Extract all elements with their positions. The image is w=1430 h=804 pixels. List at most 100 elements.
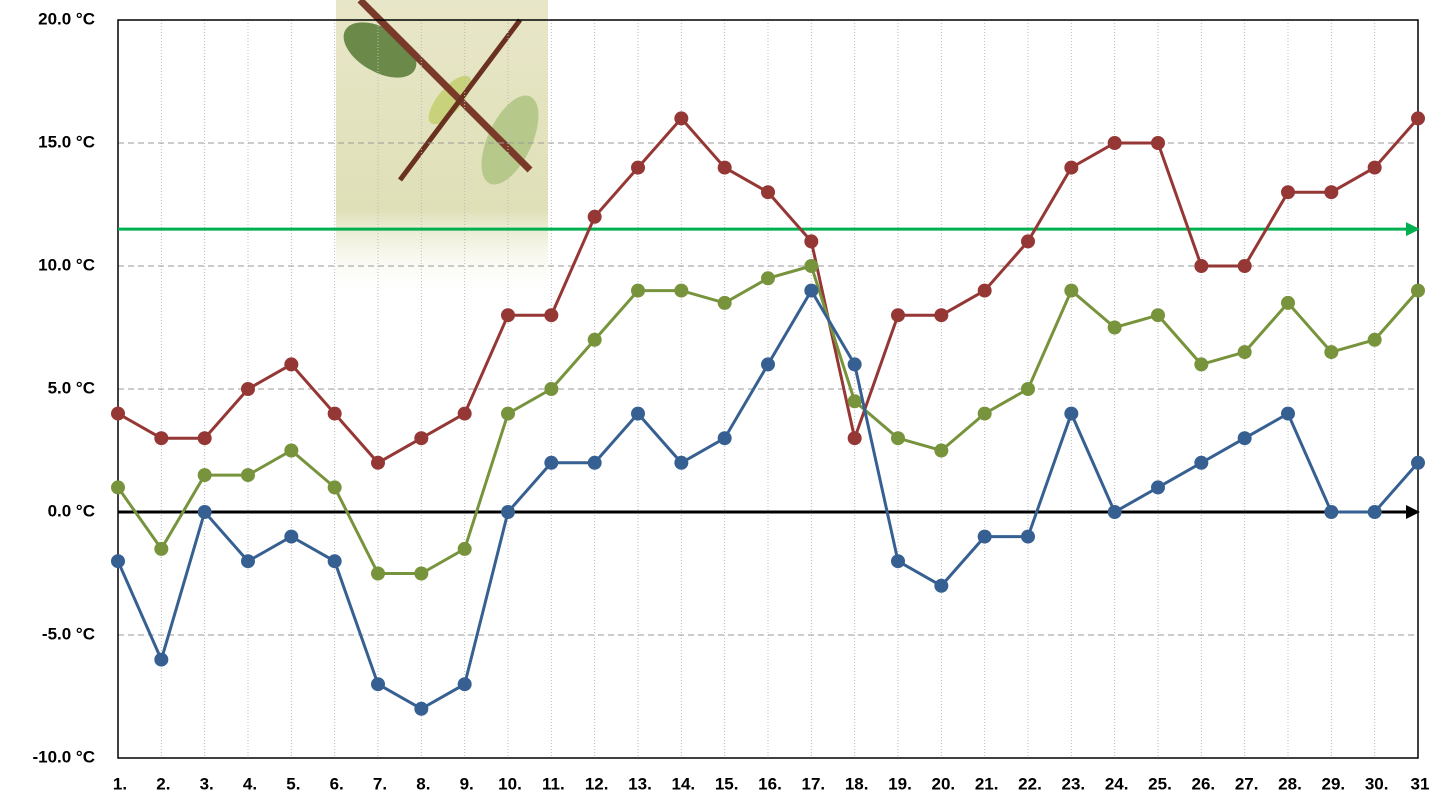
- data-point: [1064, 283, 1079, 298]
- data-point: [1021, 529, 1035, 544]
- data-point: [1324, 345, 1339, 360]
- data-point: [284, 443, 299, 458]
- x-tick-label: 15.: [715, 774, 739, 793]
- data-point: [804, 234, 819, 249]
- data-point: [1021, 234, 1035, 249]
- data-point: [111, 406, 125, 421]
- data-point: [1151, 308, 1165, 323]
- data-point: [154, 431, 169, 446]
- y-tick-label: 15.0 °C: [38, 132, 95, 151]
- data-point: [587, 455, 602, 470]
- data-point: [1367, 332, 1382, 347]
- data-point: [414, 701, 429, 716]
- data-point: [111, 480, 125, 495]
- x-tick-label: 13.: [628, 774, 652, 793]
- x-tick-label: 3.: [200, 774, 214, 793]
- data-point: [414, 431, 429, 446]
- data-point: [371, 677, 385, 692]
- data-point: [717, 431, 732, 446]
- data-point: [934, 578, 949, 593]
- x-tick-label: 1.: [113, 774, 127, 793]
- data-point: [847, 357, 862, 372]
- data-point: [587, 209, 602, 224]
- data-point: [1151, 480, 1165, 495]
- data-point: [1281, 295, 1295, 310]
- data-point: [1107, 136, 1122, 150]
- data-point: [804, 283, 819, 298]
- data-point: [197, 431, 212, 446]
- data-point: [371, 455, 385, 470]
- data-point: [1194, 357, 1209, 372]
- data-point: [1281, 185, 1295, 200]
- data-point: [327, 406, 342, 421]
- y-tick-label: 5.0 °C: [48, 378, 95, 397]
- data-point: [804, 259, 819, 273]
- x-tick-label: 5.: [286, 774, 300, 793]
- data-point: [1237, 431, 1252, 446]
- data-point: [1064, 406, 1079, 421]
- data-point: [371, 566, 385, 581]
- data-point: [1194, 455, 1209, 470]
- x-tick-label: 26.: [1192, 774, 1216, 793]
- data-point: [1411, 455, 1425, 470]
- data-point: [284, 357, 299, 372]
- x-tick-label: 30.: [1365, 774, 1389, 793]
- data-point: [1237, 345, 1252, 360]
- data-point: [674, 455, 689, 470]
- data-point: [934, 443, 949, 458]
- x-tick-label: 7.: [373, 774, 387, 793]
- reference-arrow: [1406, 222, 1420, 237]
- x-tick-label: 6.: [330, 774, 344, 793]
- data-point: [1237, 259, 1252, 273]
- data-point: [1107, 320, 1122, 335]
- data-point: [501, 308, 515, 323]
- data-point: [241, 468, 255, 483]
- data-point: [1324, 185, 1339, 200]
- data-point: [847, 394, 862, 409]
- x-tick-label: 24.: [1105, 774, 1129, 793]
- x-tick-label: 25.: [1148, 774, 1172, 793]
- x-tick-label: 2.: [156, 774, 170, 793]
- x-tick-label: 28.: [1278, 774, 1302, 793]
- x-tick-label: 9.: [460, 774, 474, 793]
- data-point: [934, 308, 949, 323]
- data-point: [241, 382, 255, 396]
- data-point: [241, 554, 255, 569]
- data-point: [847, 431, 862, 446]
- data-point: [1281, 406, 1295, 421]
- data-point: [544, 455, 559, 470]
- data-point: [631, 283, 645, 298]
- x-tick-label: 4.: [243, 774, 257, 793]
- data-point: [544, 308, 559, 323]
- x-tick-label: 17.: [802, 774, 826, 793]
- data-point: [761, 357, 775, 372]
- data-point: [501, 406, 515, 421]
- data-point: [631, 160, 645, 175]
- x-tick-label: 21.: [975, 774, 999, 793]
- x-tick-label: 19.: [888, 774, 912, 793]
- x-tick-label: 8.: [416, 774, 430, 793]
- data-point: [1411, 283, 1425, 298]
- x-tick-label: 20.: [932, 774, 956, 793]
- data-point: [457, 677, 472, 692]
- data-point: [1411, 111, 1425, 126]
- data-point: [761, 185, 775, 200]
- x-tick-label: 29.: [1322, 774, 1346, 793]
- zero-axis-arrow: [1406, 505, 1420, 519]
- y-tick-label: 20.0 °C: [38, 9, 95, 28]
- data-point: [631, 406, 645, 421]
- x-tick-label: 16.: [758, 774, 782, 793]
- x-tick-label: 27.: [1235, 774, 1259, 793]
- data-point: [544, 382, 559, 396]
- data-point: [1194, 259, 1209, 273]
- x-tick-label: 22.: [1018, 774, 1042, 793]
- data-point: [1367, 505, 1382, 519]
- x-tick-label: 31: [1411, 774, 1430, 793]
- y-tick-label: 10.0 °C: [38, 255, 95, 274]
- data-point: [891, 308, 905, 323]
- data-point: [717, 295, 732, 310]
- y-tick-label: 0.0 °C: [48, 501, 95, 520]
- data-point: [197, 468, 212, 483]
- x-tick-label: 23.: [1062, 774, 1086, 793]
